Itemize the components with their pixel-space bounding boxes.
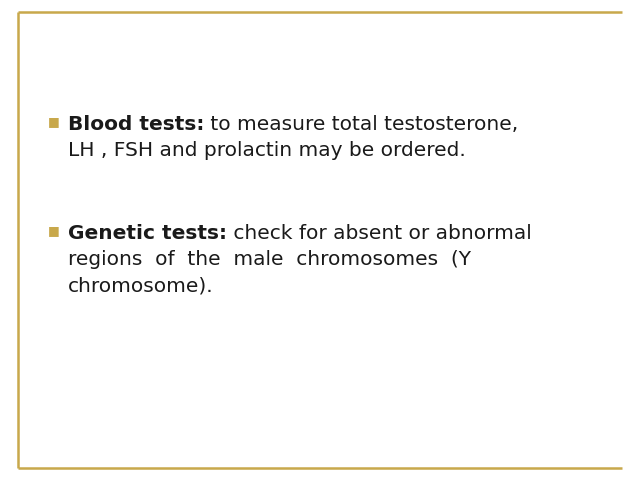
Text: regions  of  the  male  chromosomes  (Y: regions of the male chromosomes (Y	[68, 250, 471, 269]
Text: ■: ■	[48, 224, 60, 237]
Text: check for absent or abnormal: check for absent or abnormal	[227, 224, 532, 243]
Text: Blood tests:: Blood tests:	[68, 115, 204, 134]
Text: chromosome).: chromosome).	[68, 276, 214, 295]
Text: ■: ■	[48, 115, 60, 128]
Text: to measure total testosterone,: to measure total testosterone,	[204, 115, 518, 134]
Text: Genetic tests:: Genetic tests:	[68, 224, 227, 243]
Text: LH , FSH and prolactin may be ordered.: LH , FSH and prolactin may be ordered.	[68, 141, 466, 160]
